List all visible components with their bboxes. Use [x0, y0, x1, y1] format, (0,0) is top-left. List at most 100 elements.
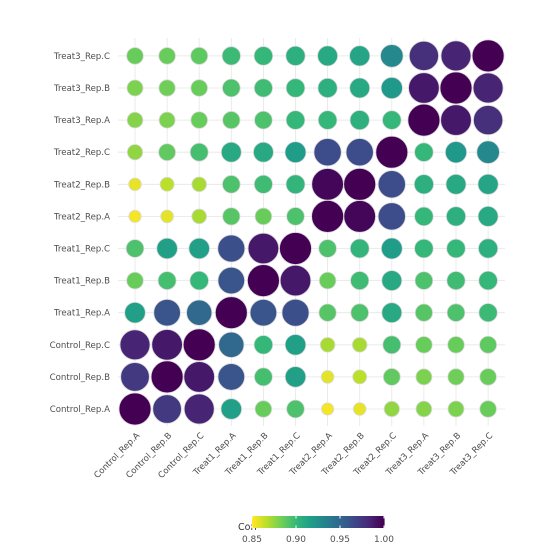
y-axis-tick-labels: Control_Rep.A Control_Rep.B Control_Rep.C T… — [50, 52, 111, 415]
bubble-Treat3_Rep.C-Control_Rep.A — [126, 47, 144, 65]
bubble-Treat2_Rep.A-Control_Rep.A — [128, 209, 142, 223]
legend-color-step — [265, 516, 268, 528]
y-tick-label: Treat2_Rep.C — [53, 148, 110, 158]
bubble-Control_Rep.A-Treat3_Rep.A — [415, 400, 433, 418]
bubble-Treat3_Rep.A-Treat1_Rep.C — [285, 110, 306, 130]
bubble-Treat2_Rep.B-Control_Rep.A — [128, 177, 142, 192]
bubble-Treat3_Rep.B-Treat2_Rep.B — [349, 77, 371, 99]
bubble-Treat1_Rep.B-Treat1_Rep.A — [217, 266, 246, 295]
bubble-Treat1_Rep.B-Treat2_Rep.B — [350, 271, 370, 291]
legend-color-step — [307, 516, 310, 528]
bubble-Control_Rep.A-Treat1_Rep.C — [286, 399, 305, 419]
bubble-Treat2_Rep.C-Treat1_Rep.A — [220, 141, 242, 163]
legend-color-step — [324, 516, 328, 528]
bubble-Treat2_Rep.A-Treat3_Rep.C — [477, 205, 499, 227]
legend-tick-label: 0.85 — [242, 535, 262, 545]
bubble-Control_Rep.A-Treat1_Rep.A — [220, 398, 243, 420]
legend-color-step — [280, 516, 284, 528]
legend-color-step — [311, 516, 315, 528]
legend-color-step — [287, 516, 290, 528]
bubble-Treat3_Rep.C-Control_Rep.B — [158, 47, 176, 65]
bubble-Control_Rep.A-Treat1_Rep.B — [254, 400, 273, 418]
legend-color-step — [278, 516, 282, 528]
bubble-Treat1_Rep.A-Control_Rep.B — [153, 298, 181, 327]
bubble-Treat3_Rep.B-Treat2_Rep.C — [380, 76, 403, 100]
legend-color-step — [329, 516, 332, 528]
bubble-Treat1_Rep.B-Treat2_Rep.A — [318, 271, 337, 290]
bubble-Treat1_Rep.B-Treat3_Rep.B — [446, 271, 466, 291]
bubble-Control_Rep.B-Treat2_Rep.B — [352, 369, 368, 385]
bubble-Treat1_Rep.B-Control_Rep.A — [126, 271, 144, 290]
bubble-Control_Rep.A-Treat2_Rep.B — [352, 402, 367, 416]
x-axis-tick-labels: Control_Rep.AControl_Rep.BControl_Rep.CT… — [92, 431, 495, 481]
bubble-Treat3_Rep.C-Treat2_Rep.C — [380, 44, 404, 68]
legend-color-step — [267, 516, 271, 528]
legend-color-step — [337, 516, 341, 528]
legend-color-step — [346, 516, 350, 528]
bubble-Treat3_Rep.A-Treat2_Rep.A — [317, 110, 338, 130]
bubble-Control_Rep.B-Treat1_Rep.B — [253, 367, 273, 387]
bubble-Treat2_Rep.B-Treat3_Rep.C — [477, 173, 499, 195]
legend-color-step — [285, 516, 288, 528]
legend-color-step — [282, 516, 286, 528]
bubble-Treat3_Rep.B-Treat3_Rep.A — [408, 72, 440, 104]
bubble-Treat2_Rep.A-Control_Rep.B — [160, 209, 174, 224]
bubble-Treat1_Rep.C-Treat1_Rep.B — [247, 232, 280, 265]
legend-color-step — [322, 516, 326, 528]
bubble-Control_Rep.A-Treat2_Rep.A — [321, 402, 335, 416]
bubble-Treat3_Rep.A-Treat1_Rep.B — [254, 110, 273, 130]
bubble-Treat1_Rep.A-Treat1_Rep.A — [214, 296, 248, 330]
bubble-Treat1_Rep.C-Treat3_Rep.B — [446, 238, 466, 259]
bubble-Treat3_Rep.B-Control_Rep.B — [158, 79, 176, 97]
y-tick-label: Treat2_Rep.A — [53, 212, 110, 222]
bubble-Control_Rep.B-Treat3_Rep.A — [415, 368, 433, 386]
legend-tick-label: 0.95 — [330, 535, 350, 545]
legend-color-step — [375, 516, 378, 528]
legend-color-step — [258, 516, 262, 528]
bubble-Treat1_Rep.B-Treat3_Rep.A — [414, 271, 434, 290]
bubble-Treat2_Rep.B-Treat3_Rep.B — [445, 173, 467, 195]
bubble-Treat1_Rep.A-Treat2_Rep.C — [381, 302, 403, 324]
bubble-Control_Rep.B-Control_Rep.A — [120, 362, 150, 392]
legend-color-step — [298, 516, 301, 528]
bubble-Treat3_Rep.A-Treat2_Rep.B — [349, 110, 370, 131]
legend-color-step — [276, 516, 279, 528]
legend-tick-label: 0.90 — [286, 535, 306, 545]
bubble-Control_Rep.B-Treat1_Rep.C — [284, 366, 307, 388]
y-tick-label: Control_Rep.B — [50, 373, 110, 383]
bubble-Treat1_Rep.C-Treat3_Rep.A — [414, 238, 434, 259]
legend-ticks: 0.85 0.90 0.95 1.00 — [242, 516, 394, 545]
bubble-Treat3_Rep.C-Treat3_Rep.B — [440, 40, 472, 72]
bubble-Treat2_Rep.C-Treat3_Rep.C — [476, 140, 500, 164]
bubble-Treat1_Rep.C-Control_Rep.C — [188, 237, 210, 260]
legend-color-step — [271, 516, 275, 528]
bubble-Control_Rep.C-Treat2_Rep.C — [382, 335, 402, 355]
legend-color-step — [296, 516, 299, 528]
bubble-Treat2_Rep.C-Treat2_Rep.A — [313, 138, 342, 167]
bubble-Treat3_Rep.B-Treat1_Rep.A — [222, 78, 241, 98]
bubble-Control_Rep.C-Treat3_Rep.A — [415, 336, 433, 354]
legend-color-step — [315, 516, 319, 528]
bubble-Treat2_Rep.B-Treat1_Rep.A — [222, 175, 241, 194]
bubble-Treat1_Rep.B-Treat1_Rep.B — [246, 264, 280, 298]
bubble-Treat1_Rep.A-Treat1_Rep.C — [281, 298, 310, 327]
bubble-Control_Rep.C-Treat1_Rep.A — [218, 331, 245, 358]
legend-color-step — [362, 516, 365, 528]
bubble-Treat2_Rep.C-Control_Rep.A — [126, 144, 144, 161]
bubble-Treat3_Rep.A-Treat3_Rep.A — [407, 103, 441, 137]
legend-color-step — [254, 516, 257, 528]
bubble-Treat3_Rep.C-Treat3_Rep.A — [408, 40, 439, 71]
legend-color-step — [320, 516, 323, 528]
bubble-Treat3_Rep.C-Treat2_Rep.A — [317, 45, 339, 67]
bubble-Treat3_Rep.B-Treat1_Rep.C — [285, 78, 306, 98]
bubble-Control_Rep.C-Control_Rep.B — [151, 329, 183, 361]
bubble-Control_Rep.A-Treat2_Rep.C — [383, 400, 400, 418]
y-tick-label: Treat1_Rep.C — [53, 245, 110, 255]
bubble-Treat2_Rep.A-Treat1_Rep.C — [286, 207, 305, 226]
bubble-Treat2_Rep.C-Treat2_Rep.B — [345, 138, 374, 167]
bubble-Control_Rep.A-Control_Rep.C — [183, 393, 215, 425]
legend-color-step — [357, 516, 361, 528]
bubble-Treat1_Rep.B-Treat1_Rep.C — [279, 264, 312, 297]
legend-color-step — [359, 516, 363, 528]
bubble-Treat2_Rep.C-Treat1_Rep.C — [284, 141, 307, 164]
